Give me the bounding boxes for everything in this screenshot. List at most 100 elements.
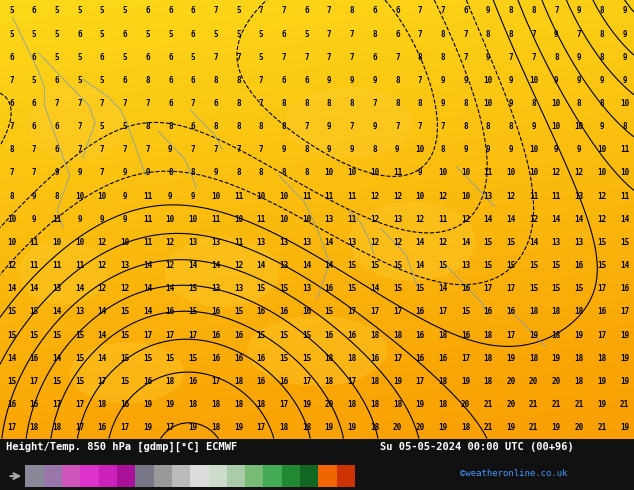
Text: 11: 11 bbox=[143, 192, 152, 200]
Text: 19: 19 bbox=[552, 354, 561, 363]
Text: 19: 19 bbox=[325, 423, 334, 432]
Text: 5: 5 bbox=[304, 29, 309, 39]
Text: 8: 8 bbox=[350, 6, 354, 16]
Text: 8: 8 bbox=[441, 146, 445, 154]
Text: 5: 5 bbox=[259, 29, 264, 39]
Text: 7: 7 bbox=[372, 99, 377, 108]
Text: 9: 9 bbox=[486, 6, 491, 16]
Text: 7: 7 bbox=[77, 99, 82, 108]
Text: 11: 11 bbox=[30, 261, 39, 270]
Text: 18: 18 bbox=[98, 400, 107, 409]
Text: 15: 15 bbox=[507, 238, 515, 247]
Text: 18: 18 bbox=[574, 354, 584, 363]
Text: 9: 9 bbox=[577, 53, 581, 62]
Text: 10: 10 bbox=[620, 99, 629, 108]
Text: 8: 8 bbox=[9, 192, 14, 200]
Text: 9: 9 bbox=[600, 76, 604, 85]
Text: 9: 9 bbox=[531, 122, 536, 131]
Text: 14: 14 bbox=[552, 215, 561, 224]
Text: 7: 7 bbox=[9, 76, 14, 85]
Text: 15: 15 bbox=[484, 261, 493, 270]
Text: 19: 19 bbox=[461, 377, 470, 386]
Text: 10: 10 bbox=[529, 76, 538, 85]
Text: 9: 9 bbox=[327, 122, 332, 131]
Text: 16: 16 bbox=[415, 330, 425, 340]
Text: 19: 19 bbox=[165, 400, 175, 409]
Text: 11: 11 bbox=[620, 192, 629, 200]
Text: 14: 14 bbox=[620, 215, 629, 224]
Text: 16: 16 bbox=[461, 330, 470, 340]
Text: 7: 7 bbox=[463, 53, 468, 62]
Text: 8: 8 bbox=[191, 169, 195, 177]
Text: 7: 7 bbox=[327, 6, 332, 16]
Text: 17: 17 bbox=[302, 377, 311, 386]
Text: 16: 16 bbox=[257, 377, 266, 386]
Text: 8: 8 bbox=[508, 122, 514, 131]
Text: 17: 17 bbox=[211, 377, 221, 386]
Text: 16: 16 bbox=[30, 400, 39, 409]
Text: 5: 5 bbox=[55, 6, 59, 16]
Text: 5: 5 bbox=[145, 29, 150, 39]
Ellipse shape bbox=[19, 239, 108, 305]
Text: 18: 18 bbox=[165, 377, 175, 386]
Text: 12: 12 bbox=[438, 192, 448, 200]
Text: 10: 10 bbox=[370, 169, 379, 177]
Text: 7: 7 bbox=[259, 6, 264, 16]
Text: 21: 21 bbox=[529, 400, 538, 409]
Text: 11: 11 bbox=[347, 192, 357, 200]
Text: 8: 8 bbox=[304, 146, 309, 154]
Text: 19: 19 bbox=[552, 423, 561, 432]
Text: 6: 6 bbox=[32, 122, 36, 131]
Text: 19: 19 bbox=[597, 377, 606, 386]
Text: 18: 18 bbox=[279, 423, 288, 432]
Text: 11: 11 bbox=[211, 215, 221, 224]
Text: 18: 18 bbox=[529, 354, 538, 363]
Text: 15: 15 bbox=[574, 284, 584, 293]
Text: 16: 16 bbox=[120, 400, 129, 409]
Text: 17: 17 bbox=[347, 307, 357, 317]
Text: 6: 6 bbox=[9, 99, 14, 108]
Text: 5: 5 bbox=[100, 76, 105, 85]
Text: 14: 14 bbox=[211, 261, 221, 270]
Text: 8: 8 bbox=[236, 122, 241, 131]
Text: 8: 8 bbox=[281, 99, 286, 108]
Text: 10: 10 bbox=[75, 238, 84, 247]
Text: 17: 17 bbox=[120, 423, 129, 432]
Text: 15: 15 bbox=[347, 284, 357, 293]
Bar bbox=[44, 466, 62, 487]
Text: 10: 10 bbox=[234, 215, 243, 224]
Text: 8: 8 bbox=[395, 76, 399, 85]
Text: 14: 14 bbox=[143, 307, 152, 317]
Bar bbox=[172, 466, 190, 487]
Text: 16: 16 bbox=[257, 354, 266, 363]
Text: 21: 21 bbox=[484, 423, 493, 432]
Text: 19: 19 bbox=[143, 400, 152, 409]
Text: 10: 10 bbox=[325, 169, 334, 177]
Text: 12: 12 bbox=[574, 169, 584, 177]
Text: 15: 15 bbox=[30, 307, 39, 317]
Text: 9: 9 bbox=[577, 6, 581, 16]
Text: 17: 17 bbox=[30, 377, 39, 386]
Text: 8: 8 bbox=[486, 122, 491, 131]
Text: 13: 13 bbox=[461, 261, 470, 270]
Text: 9: 9 bbox=[554, 29, 559, 39]
Text: 10: 10 bbox=[7, 215, 16, 224]
Text: 11: 11 bbox=[75, 261, 84, 270]
Text: 7: 7 bbox=[77, 146, 82, 154]
Text: 18: 18 bbox=[257, 400, 266, 409]
Text: 13: 13 bbox=[279, 261, 288, 270]
Text: 15: 15 bbox=[620, 238, 629, 247]
Text: 15: 15 bbox=[234, 307, 243, 317]
Text: 8: 8 bbox=[145, 122, 150, 131]
Text: 13: 13 bbox=[211, 238, 221, 247]
Text: 14: 14 bbox=[574, 215, 584, 224]
Text: 21: 21 bbox=[620, 400, 629, 409]
Text: 5: 5 bbox=[236, 6, 241, 16]
Text: 6: 6 bbox=[55, 122, 59, 131]
Text: 6: 6 bbox=[122, 29, 127, 39]
Text: 15: 15 bbox=[325, 307, 334, 317]
Text: 14: 14 bbox=[484, 215, 493, 224]
Text: 7: 7 bbox=[55, 99, 59, 108]
Text: 6: 6 bbox=[281, 76, 286, 85]
Text: 18: 18 bbox=[234, 377, 243, 386]
